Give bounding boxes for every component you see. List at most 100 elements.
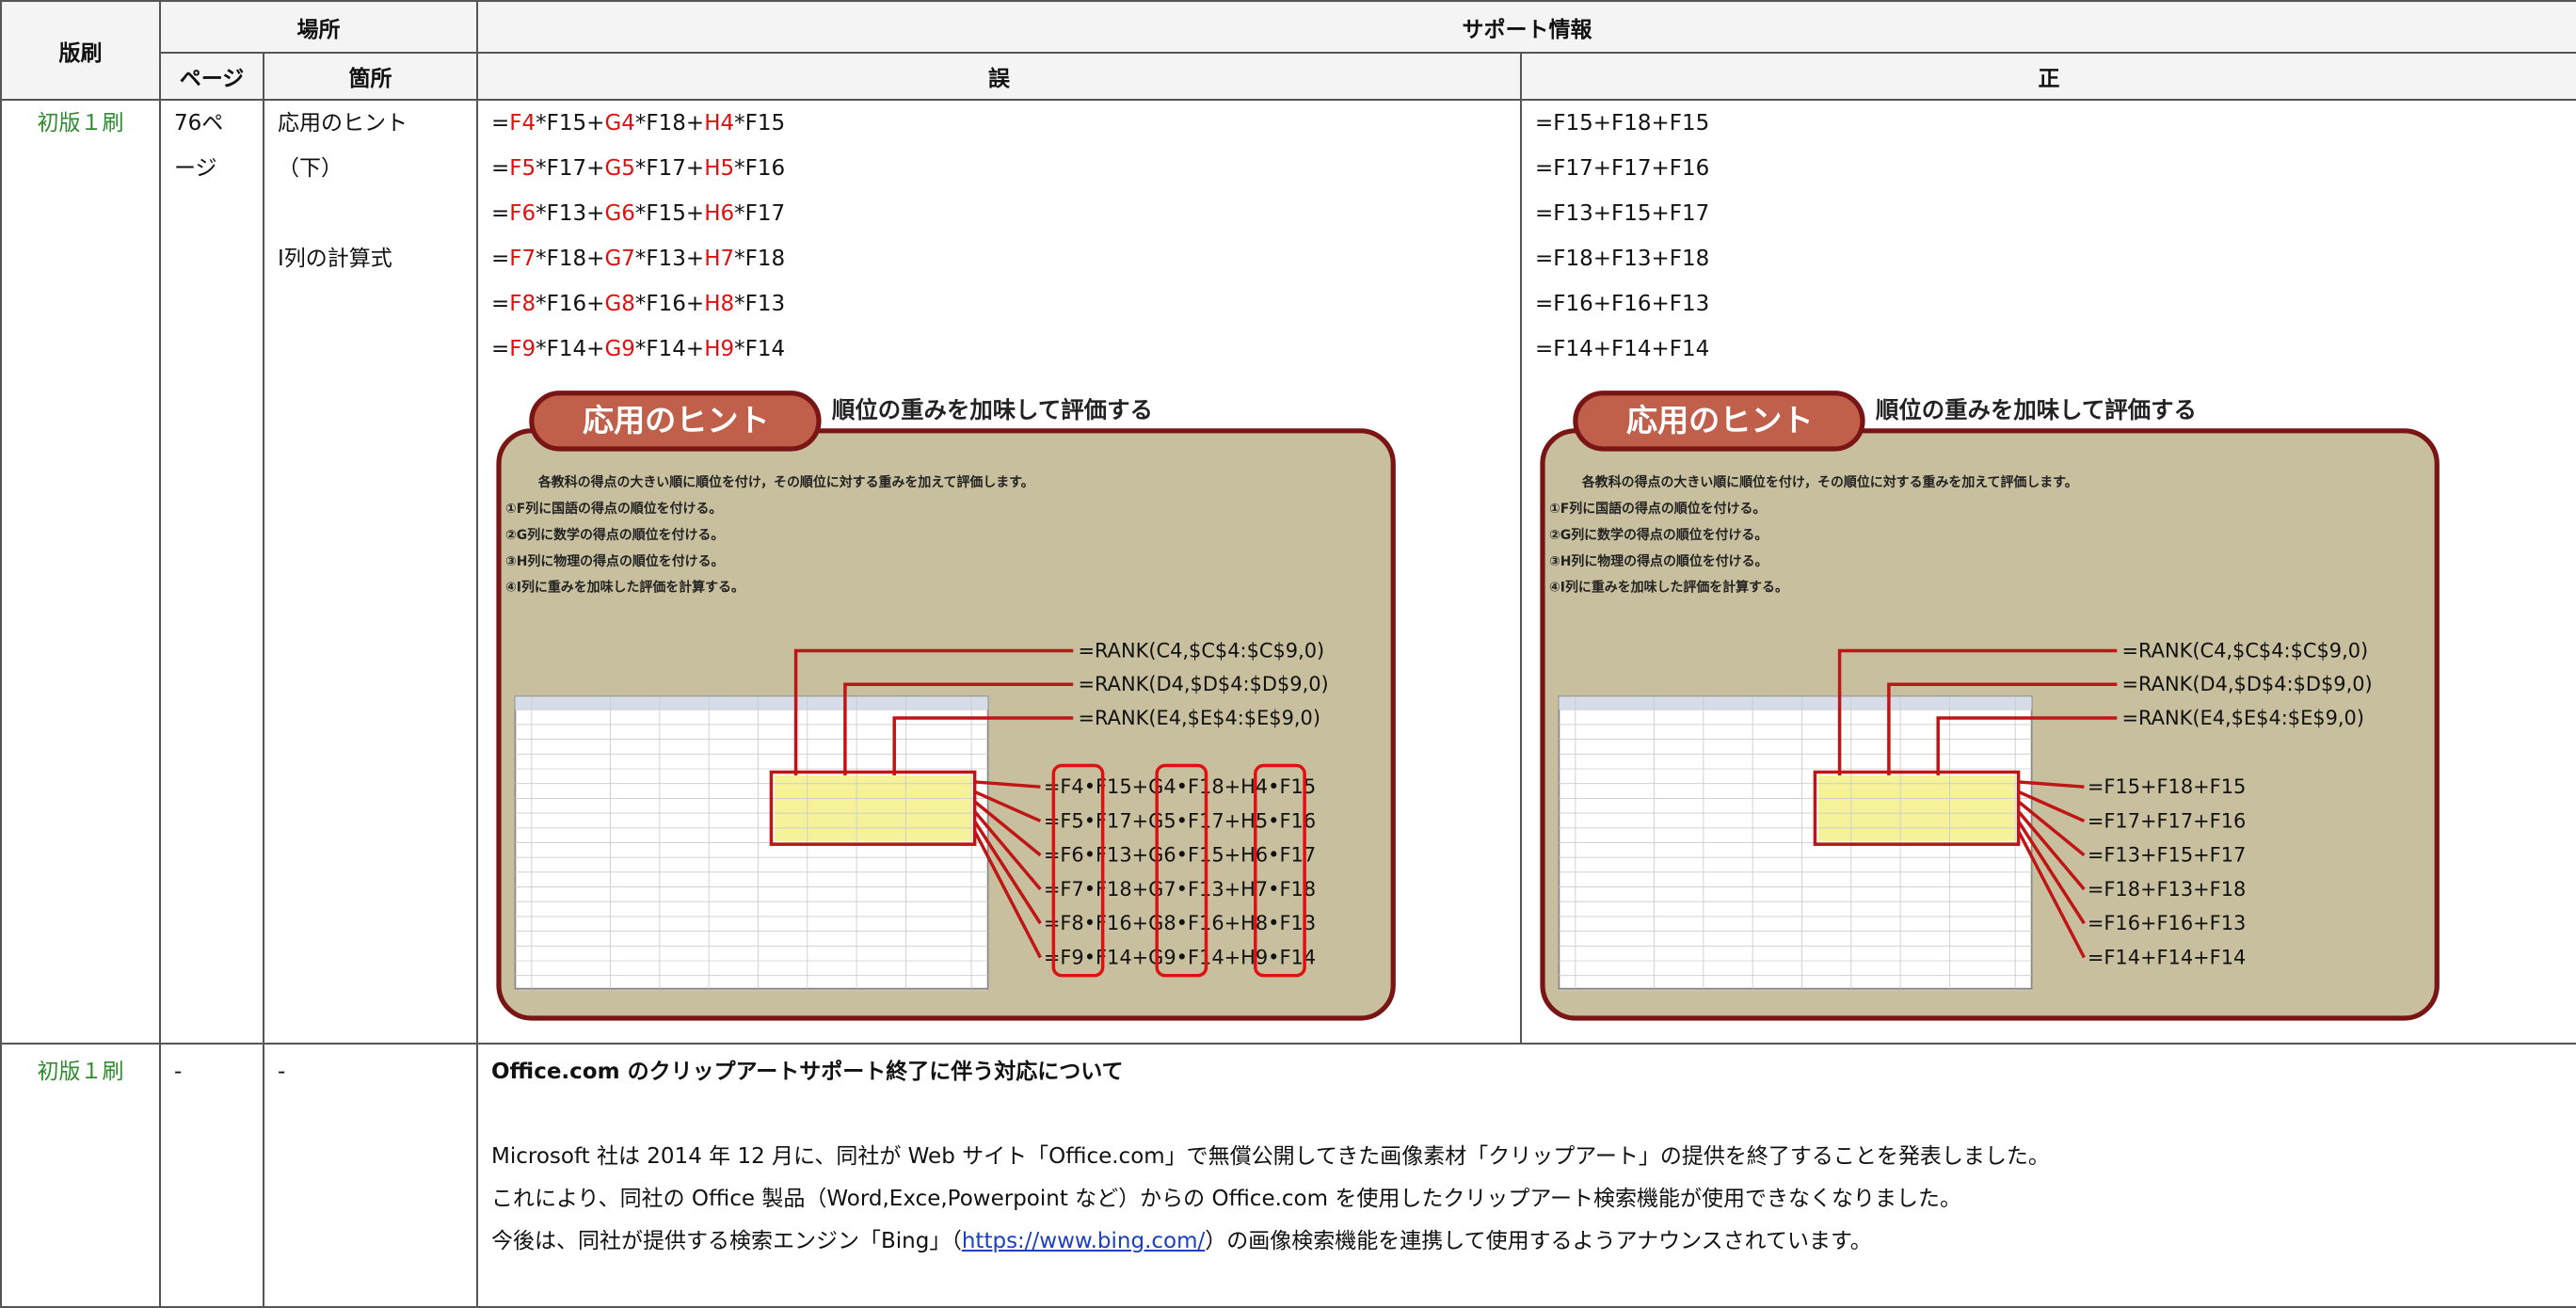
formula-highlight: F6 (509, 201, 536, 226)
formula-part: *F16 (734, 156, 786, 181)
formula-highlight: G8 (604, 292, 635, 316)
figure: 応用のヒント 順位の重みを加味して評価する各教科の得点の大きい順に順位を付け，その… (496, 391, 1396, 1021)
formula-highlight: H8 (704, 292, 735, 316)
figure-title: 応用のヒント (583, 402, 770, 439)
rank-formula: =RANK(C4,$C$4:$C$9,0) (1078, 639, 1324, 662)
formula-part: = (491, 337, 510, 361)
formula-part: *F17+ (634, 156, 705, 181)
leader-line (843, 682, 1074, 775)
rank-formula: =RANK(E4,$E$4:$E$9,0) (1078, 707, 1320, 729)
location-line (278, 191, 475, 236)
formula-part: *F16+ (634, 292, 705, 316)
edition: 初版１刷 (37, 1060, 124, 1084)
page: 76ページ (174, 111, 224, 181)
output-formula: =F16+F16+F13 (2088, 912, 2246, 934)
highlight-box (1051, 763, 1105, 978)
formula-part: = (491, 247, 510, 271)
leader-line (973, 790, 1042, 823)
header-cell: ページ (159, 52, 264, 101)
leader-line (2017, 830, 2086, 959)
formula-part: *F15+ (634, 201, 705, 226)
output-formula: =F5•F17+G5•F17+H5•F16 (1044, 809, 1316, 832)
figure-subtitle: 順位の重みを加味して評価する (1876, 396, 2197, 423)
row: 初版１刷 76ページ 応用のヒント （下） I列の計算式 =F4*F15+G4*F1… (0, 99, 2576, 1045)
leader-line (973, 800, 1042, 857)
formula-line: =F15+F18+F15 (1535, 111, 1710, 136)
formula-part: *F15 (734, 111, 786, 136)
figure-instruction: ①F列に国語の得点の順位を付ける。 (505, 501, 722, 517)
leader-line (2017, 800, 2086, 857)
header-cell: 箇所 (263, 52, 478, 101)
location-line: （下） (278, 156, 343, 181)
formula-part: = (491, 156, 510, 181)
notice-paragraph: 今後は、同社が提供する検索エンジン「Bing」（https://www.bing… (491, 1220, 2575, 1263)
formula-part: *F17 (734, 201, 786, 226)
formula-part: *F16+ (536, 292, 605, 316)
formula-highlight: F4 (509, 111, 536, 136)
leader-line (974, 780, 1041, 789)
rank-formula: =RANK(D4,$D$4:$D$9,0) (2121, 673, 2372, 695)
link[interactable]: https://www.bing.com/ (961, 1229, 1206, 1253)
figure-instruction: 各教科の得点の大きい順に順位を付け，その順位に対する重みを加えて評価します。 (1581, 474, 2078, 490)
formula-highlight: G7 (604, 247, 635, 271)
header-row: ページ 箇所 誤 正 (1, 52, 2576, 101)
row: 初版１刷 - - Office.com のクリップアートサポート終了に伴う対応に… (0, 1043, 2576, 1308)
figure-instruction: ③H列に物理の得点の順位を付ける。 (1549, 553, 1768, 569)
sheet-header (515, 696, 988, 710)
leader-line (2018, 780, 2085, 789)
text: ）の画像検索機能を連携して使用するようアナウンスされています。 (1205, 1229, 1872, 1253)
formula-part: = (491, 292, 510, 316)
leader-line (2017, 810, 2086, 891)
formula-highlight: G9 (604, 337, 635, 361)
formula-part: *F18+ (536, 247, 605, 271)
formula-line: =F9*F14+G9*F14+H9*F14 (491, 327, 1519, 372)
formula-highlight: G5 (604, 156, 635, 181)
figure-instruction: ②G列に数学の得点の順位を付ける。 (505, 527, 724, 543)
formula-line: =F18+F13+F18 (1535, 247, 1710, 271)
location-cell: 応用のヒント （下） I列の計算式 (263, 99, 478, 1045)
edition: 初版１刷 (37, 111, 124, 136)
formula-line: =F17+F17+F16 (1535, 156, 1710, 181)
sheet-frame (769, 770, 977, 846)
location: - (278, 1060, 286, 1084)
edition-cell: 初版１刷 (0, 99, 161, 1045)
location-line: 応用のヒント (278, 111, 408, 136)
figure-tag (1573, 391, 1865, 452)
formula-part: *F18+ (634, 111, 705, 136)
output-formula: =F4•F15+G4•F18+H4•F15 (1044, 775, 1316, 798)
header-cell: サポート情報 (476, 0, 2576, 54)
formula-highlight: F9 (509, 337, 536, 361)
notice-paragraph: これにより、同社の Office 製品（Word,Exce,Powerpoint… (491, 1187, 1961, 1211)
figure-tag (529, 391, 822, 452)
location-cell: - (263, 1043, 478, 1308)
output-formula: =F8•F16+G8•F16+H8•F13 (1044, 912, 1316, 934)
header-cell: 場所 (159, 0, 478, 54)
rank-formula: =RANK(C4,$C$4:$C$9,0) (2121, 639, 2368, 662)
sheet-header (1559, 696, 2032, 710)
figure: 応用のヒント 順位の重みを加味して評価する各教科の得点の大きい順に順位を付け，その… (1540, 391, 2440, 1021)
page-cell: - (159, 1043, 264, 1308)
page-cell: 76ページ (159, 99, 264, 1045)
rank-formula: =RANK(E4,$E$4:$E$9,0) (2121, 707, 2364, 729)
formula-part: = (491, 201, 510, 226)
sheet-highlight (1817, 774, 2016, 841)
formula-part: *F14+ (536, 337, 605, 361)
figure-instruction: ③H列に物理の得点の順位を付ける。 (505, 553, 725, 569)
formula-line: =F5*F17+G5*F17+H5*F16 (491, 146, 1519, 191)
leader-line (1837, 648, 2118, 775)
sheet-frame (1813, 770, 2021, 846)
figure-instruction: ④I列に重みを加味した評価を計算する。 (505, 580, 744, 596)
formula-line: =F7*F18+G7*F13+H7*F18 (491, 236, 1519, 281)
output-formula: =F13+F15+F17 (2088, 844, 2246, 867)
output-formula: =F14+F14+F14 (2088, 946, 2246, 968)
figure-instruction: ④I列に重みを加味した評価を計算する。 (1549, 580, 1788, 596)
sheet-highlight (774, 774, 972, 841)
figure-instruction: ②G列に数学の得点の順位を付ける。 (1549, 527, 1768, 543)
rank-formula: =RANK(D4,$D$4:$D$9,0) (1078, 673, 1328, 695)
formula-highlight: G6 (604, 201, 635, 226)
formula-part: *F13+ (634, 247, 705, 271)
leader-line (2017, 820, 2086, 925)
leader-line (973, 810, 1042, 891)
page: - (174, 1060, 183, 1084)
